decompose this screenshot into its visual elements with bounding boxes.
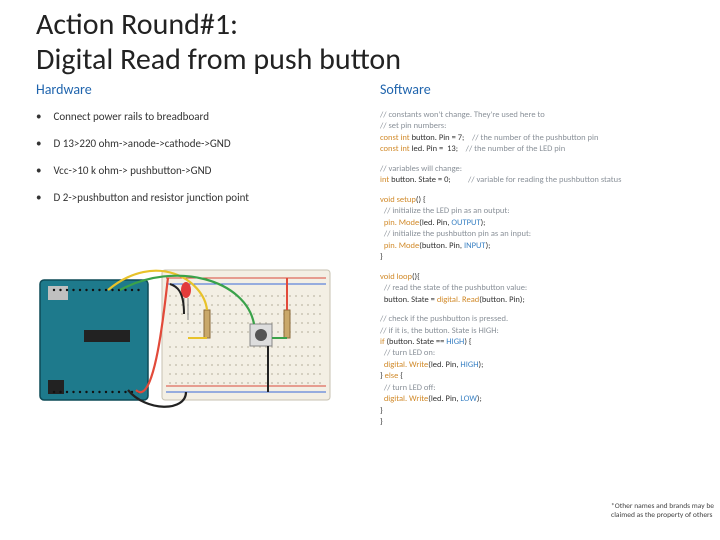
code-text: ); (479, 360, 484, 370)
list-item: Vcc->10 k ohm-> pushbutton->GND (36, 164, 356, 177)
hw-item-3: D 2->pushbutton and resistor junction po… (53, 191, 249, 204)
code-text: ) { (464, 337, 471, 347)
code-kw: int (380, 175, 391, 185)
code-text: () { (416, 195, 426, 205)
title-line-1: Action Round#1: (36, 6, 238, 43)
code-val: HIGH (460, 360, 478, 370)
code-cmt: // variable for reading the pushbutton s… (468, 175, 621, 185)
circuit-diagram (36, 240, 336, 412)
code-line: // variables will change: (380, 164, 462, 174)
code-cmt: // if it is, the button. State is HIGH: (380, 326, 499, 336)
code-fn: pin. Mode (380, 218, 419, 228)
code-text: { (400, 371, 403, 381)
software-column: Software // constants won't change. They… (380, 81, 684, 429)
code-kw: else (385, 371, 401, 381)
code-kw: const int (380, 144, 412, 154)
code-line: // constants won't change. They're used … (380, 110, 545, 120)
code-block-loop: void loop(){ // read the state of the pu… (380, 272, 684, 306)
code-text: button. State = 0; (391, 175, 468, 185)
code-cmt: // initialize the LED pin as an output: (380, 206, 510, 216)
code-text: (){ (412, 272, 420, 282)
code-block-constants: // constants won't change. They're used … (380, 110, 684, 156)
title-line-2: Digital Read from push button (36, 41, 401, 78)
list-item: Connect power rails to breadboard (36, 110, 356, 123)
code-fn: void setup (380, 195, 416, 205)
code-block-vars: // variables will change: int button. St… (380, 164, 684, 187)
code-block-setup: void setup() { // initialize the LED pin… (380, 195, 684, 264)
hardware-list: Connect power rails to breadboard D 13>2… (36, 110, 356, 204)
code-fn: void loop (380, 272, 412, 282)
hardware-column: Hardware Connect power rails to breadboa… (36, 81, 356, 429)
code-cmt: // the number of the pushbutton pin (466, 133, 598, 143)
code-text: } (380, 417, 383, 427)
code-fn: digital. Write (380, 360, 428, 370)
code-block-if: // check if the pushbutton is pressed. /… (380, 314, 684, 429)
code-cmt: // turn LED off: (380, 383, 436, 393)
code-text: ); (477, 394, 482, 404)
code-cmt: // initialize the pushbutton pin as an i… (380, 229, 531, 239)
code-val: OUTPUT (451, 218, 480, 228)
footnote: *Other names and brands may be claimed a… (611, 502, 714, 520)
code-val: INPUT (464, 241, 486, 251)
code-cmt: // check if the pushbutton is pressed. (380, 314, 508, 324)
hw-item-1: D 13>220 ohm->anode->cathode->GND (53, 137, 230, 150)
code-text: (button. State == (386, 337, 446, 347)
code-text: (button. Pin); (479, 295, 525, 305)
code-text: button. State = (380, 295, 437, 305)
code-cmt: // read the state of the pushbutton valu… (380, 283, 527, 293)
code-text: led. Pin = 13; (412, 144, 460, 154)
code-text: ); (486, 241, 491, 251)
code-text: (button. Pin, (419, 241, 464, 251)
list-item: D 2->pushbutton and resistor junction po… (36, 191, 356, 204)
list-item: D 13>220 ohm->anode->cathode->GND (36, 137, 356, 150)
code-cmt: // turn LED on: (380, 348, 435, 358)
code-text: button. Pin = 7; (412, 133, 467, 143)
code-line: // set pin numbers: (380, 121, 446, 131)
code-kw: const int (380, 133, 412, 143)
code-text: ); (481, 218, 486, 228)
code-text: (led. Pin, (419, 218, 451, 228)
code-val: HIGH (446, 337, 464, 347)
code-fn: pin. Mode (380, 241, 419, 251)
code-fn: digital. Read (437, 295, 479, 305)
hw-item-2: Vcc->10 k ohm-> pushbutton->GND (53, 164, 211, 177)
code-text: } (380, 252, 383, 262)
hardware-heading: Hardware (36, 81, 356, 98)
code-text: (led. Pin, (428, 394, 460, 404)
code-text: } (380, 406, 383, 416)
footnote-line-1: *Other names and brands may be (611, 502, 714, 511)
hw-item-0: Connect power rails to breadboard (53, 110, 209, 123)
code-fn: digital. Write (380, 394, 428, 404)
footnote-line-2: claimed as the property of others (611, 511, 712, 520)
code-cmt: // the number of the LED pin (460, 144, 565, 154)
software-heading: Software (380, 81, 684, 98)
code-val: LOW (460, 394, 477, 404)
code-text: (led. Pin, (428, 360, 460, 370)
